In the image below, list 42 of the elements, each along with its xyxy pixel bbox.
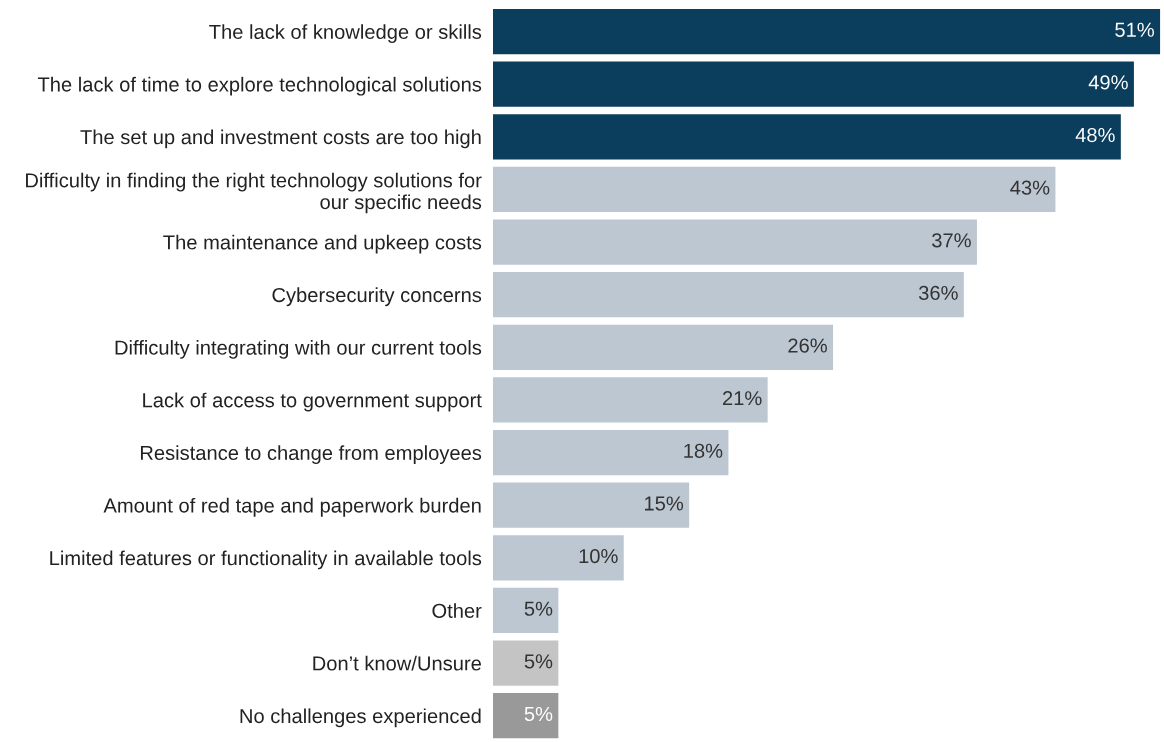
data-label: 10%: [579, 548, 618, 564]
y-tick-label: Don’t know/Unsure: [313, 655, 481, 671]
y-tick-label: Other: [432, 603, 482, 618]
y-tick-label: Limited features or functionality in available tools: [50, 550, 482, 570]
data-label: 48%: [1075, 127, 1115, 143]
y-tick-label: Difficulty integrating with our current tools: [115, 339, 482, 359]
bar: [492, 324, 834, 370]
data-label: 26%: [788, 338, 827, 353]
bar: [492, 535, 624, 581]
y-tick-label: The set up and investment costs are too high: [80, 129, 481, 149]
bar: [492, 219, 977, 265]
bar: [492, 482, 690, 528]
bar: [492, 640, 559, 686]
y-tick-label: Lack of access to government support: [143, 392, 482, 412]
bar: [492, 587, 559, 634]
bar: [492, 377, 768, 423]
y-tick-label: Cybersecurity concerns: [272, 287, 482, 307]
y-tick-label: The lack of knowledge or skills: [209, 24, 482, 43]
bar: [492, 272, 964, 318]
data-label: 5%: [524, 706, 553, 722]
bar: [492, 8, 1161, 55]
data-label: 43%: [1010, 180, 1050, 195]
bar: [492, 114, 1121, 160]
data-label: 15%: [645, 496, 684, 511]
bar: [492, 429, 729, 476]
data-label: 18%: [684, 443, 723, 458]
y-tick-label: The lack of time to explore technological solutions: [37, 76, 482, 96]
y-tick-label: Resistance to change from employees: [140, 445, 482, 465]
y-tick-label: Difficulty in finding the right technology solutions for our specific needs: [26, 172, 482, 214]
y-tick-label: The maintenance and upkeep costs: [163, 234, 482, 254]
data-label: 51%: [1115, 22, 1154, 37]
bar: [492, 693, 559, 739]
data-label: 36%: [918, 285, 958, 301]
data-label: 21%: [722, 391, 762, 406]
y-tick-label: Amount of red tape and paperwork burden: [103, 497, 481, 517]
y-tick-label: No challenges experienced: [240, 708, 481, 728]
bar: [492, 166, 1056, 213]
data-label: 5%: [524, 654, 553, 669]
data-label: 37%: [932, 233, 971, 248]
bar: [492, 61, 1134, 107]
data-label: 5%: [524, 601, 553, 616]
data-label: 49%: [1088, 75, 1128, 90]
